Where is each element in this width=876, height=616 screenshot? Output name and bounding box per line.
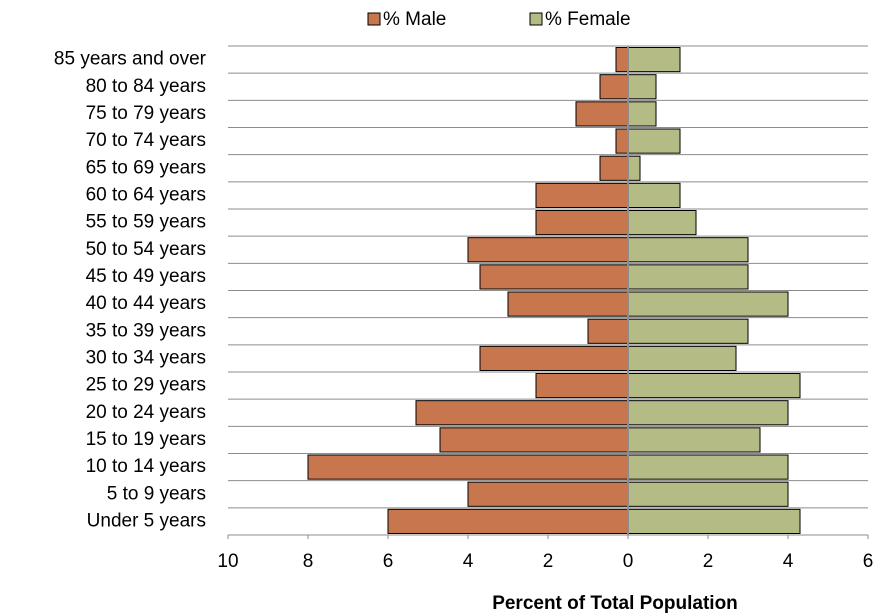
y-tick-label: 20 to 24 years xyxy=(86,402,206,423)
bar xyxy=(627,508,801,535)
legend-swatch xyxy=(367,12,381,26)
bar xyxy=(627,182,681,208)
bar xyxy=(627,47,681,73)
bar xyxy=(627,101,657,127)
bar xyxy=(627,291,789,317)
y-tick-label: 65 to 69 years xyxy=(86,157,206,178)
x-tick-label: 2 xyxy=(543,551,554,572)
y-tick-label: 25 to 29 years xyxy=(86,375,206,396)
bar xyxy=(627,264,749,290)
x-tick-label: 8 xyxy=(303,551,314,572)
bar xyxy=(535,210,629,236)
bar xyxy=(467,481,629,507)
bar xyxy=(467,237,629,263)
y-tick-label: 55 to 59 years xyxy=(86,212,206,233)
x-axis-title: Percent of Total Population xyxy=(492,593,738,614)
x-tick-label: 6 xyxy=(863,551,874,572)
y-tick-label: 10 to 14 years xyxy=(86,456,206,477)
bar xyxy=(627,373,801,399)
bar xyxy=(627,427,761,453)
y-tick-label: 15 to 19 years xyxy=(86,429,206,450)
bar xyxy=(627,345,737,372)
y-tick-label: 50 to 54 years xyxy=(86,239,206,260)
bar xyxy=(627,155,641,181)
bar xyxy=(627,237,749,263)
x-tick-label: 4 xyxy=(463,551,474,572)
y-tick-label: 70 to 74 years xyxy=(86,130,206,151)
y-tick-label: 30 to 34 years xyxy=(86,347,206,368)
bar xyxy=(599,74,629,100)
bar xyxy=(627,318,749,344)
x-tick-label: 10 xyxy=(217,551,238,572)
bar xyxy=(615,47,629,73)
y-tick-label: 85 years and over xyxy=(54,49,207,70)
y-tick-label: 75 to 79 years xyxy=(86,103,206,124)
x-tick-label: 6 xyxy=(383,551,394,572)
legend-label: % Male xyxy=(383,9,446,30)
bar xyxy=(627,210,697,236)
bar xyxy=(387,508,629,535)
bar xyxy=(599,155,629,181)
bar xyxy=(439,427,629,453)
bar xyxy=(627,74,657,100)
bar xyxy=(307,454,629,480)
bar xyxy=(627,128,681,154)
bar xyxy=(615,128,629,154)
legend-label: % Female xyxy=(545,9,631,30)
y-tick-label: Under 5 years xyxy=(87,510,206,531)
bar xyxy=(575,101,629,127)
bar xyxy=(627,481,789,507)
x-tick-label: 2 xyxy=(703,551,714,572)
y-tick-label: 5 to 9 years xyxy=(107,483,206,504)
y-tick-label: 80 to 84 years xyxy=(86,76,206,97)
y-tick-label: 35 to 39 years xyxy=(86,320,206,341)
bar xyxy=(627,400,789,426)
bar xyxy=(479,345,629,372)
bar xyxy=(627,454,789,480)
y-tick-label: 40 to 44 years xyxy=(86,293,206,314)
x-tick-label: 0 xyxy=(623,551,634,572)
bar xyxy=(507,291,629,317)
y-tick-label: 60 to 64 years xyxy=(86,184,206,205)
bar xyxy=(587,318,629,344)
bar xyxy=(479,264,629,290)
bar xyxy=(415,400,629,426)
bar xyxy=(535,182,629,208)
legend-swatch xyxy=(529,12,543,26)
bar xyxy=(535,373,629,399)
x-tick-label: 4 xyxy=(783,551,794,572)
y-tick-label: 45 to 49 years xyxy=(86,266,206,287)
